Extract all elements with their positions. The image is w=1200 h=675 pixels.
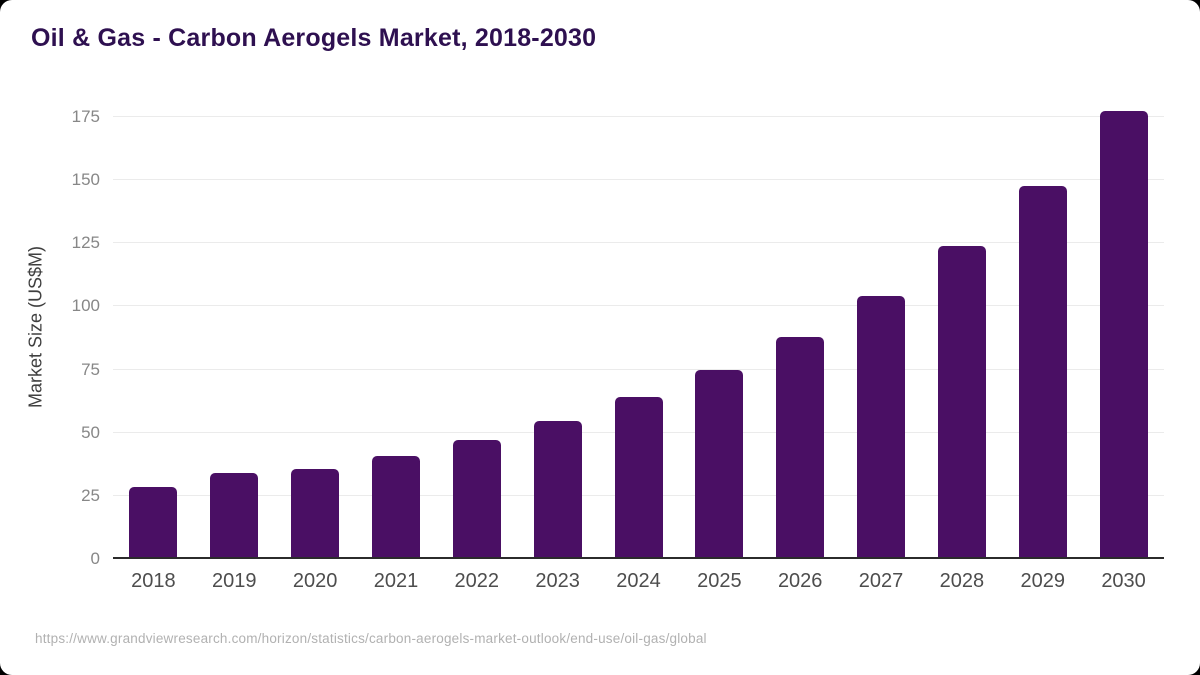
bar-2029 bbox=[1018, 186, 1067, 559]
bar-2019 bbox=[210, 473, 259, 559]
x-tick-label-2020: 2020 bbox=[292, 570, 338, 592]
x-tick-label-2026: 2026 bbox=[777, 570, 823, 592]
x-tick-label-2024: 2024 bbox=[616, 570, 661, 592]
y-tick-label-0: 0 bbox=[90, 549, 100, 568]
bar-2027 bbox=[857, 296, 906, 559]
x-tick-label-2019: 2019 bbox=[212, 570, 257, 592]
y-tick-label-25: 25 bbox=[81, 485, 100, 505]
x-tick-label-2028: 2028 bbox=[939, 570, 985, 592]
bar-2022 bbox=[452, 440, 501, 559]
bar-2021 bbox=[371, 455, 420, 559]
x-tick-label-2023: 2023 bbox=[535, 570, 580, 592]
x-tick-label-2021: 2021 bbox=[373, 570, 419, 592]
x-tick-label-2030: 2030 bbox=[1101, 570, 1146, 592]
x-axis-line bbox=[113, 557, 1164, 559]
gridline-150 bbox=[113, 179, 1164, 181]
bar-2030 bbox=[1099, 111, 1148, 559]
bar-2018 bbox=[129, 487, 178, 559]
y-tick-label-175: 175 bbox=[71, 107, 100, 126]
bar-2026 bbox=[776, 336, 825, 559]
gridline-175 bbox=[113, 116, 1164, 117]
y-tick-label-75: 75 bbox=[81, 359, 100, 379]
bar-2024 bbox=[614, 396, 663, 559]
x-tick-label-2029: 2029 bbox=[1020, 570, 1065, 592]
x-tick-label-2018: 2018 bbox=[131, 570, 176, 592]
bar-2023 bbox=[533, 421, 582, 559]
y-axis-title: Market Size (US$M) bbox=[25, 245, 46, 409]
y-tick-label-100: 100 bbox=[71, 296, 100, 316]
gridline-125 bbox=[113, 242, 1164, 244]
y-tick-label-150: 150 bbox=[71, 170, 100, 190]
bar-2020 bbox=[291, 469, 340, 559]
x-tick-label-2022: 2022 bbox=[454, 570, 500, 592]
bar-2028 bbox=[937, 245, 986, 559]
y-tick-label-125: 125 bbox=[71, 233, 100, 253]
y-tick-label-50: 50 bbox=[81, 422, 100, 442]
source-url: https://www.grandviewresearch.com/horizo… bbox=[35, 631, 707, 646]
bar-2025 bbox=[695, 370, 744, 559]
gridline-75 bbox=[113, 368, 1164, 370]
chart-title: Oil & Gas - Carbon Aerogels Market, 2018… bbox=[31, 24, 597, 52]
plot-area bbox=[113, 96, 1164, 559]
x-tick-label-2025: 2025 bbox=[697, 570, 742, 592]
x-tick-label-2027: 2027 bbox=[858, 570, 904, 592]
gridline-100 bbox=[113, 305, 1164, 307]
